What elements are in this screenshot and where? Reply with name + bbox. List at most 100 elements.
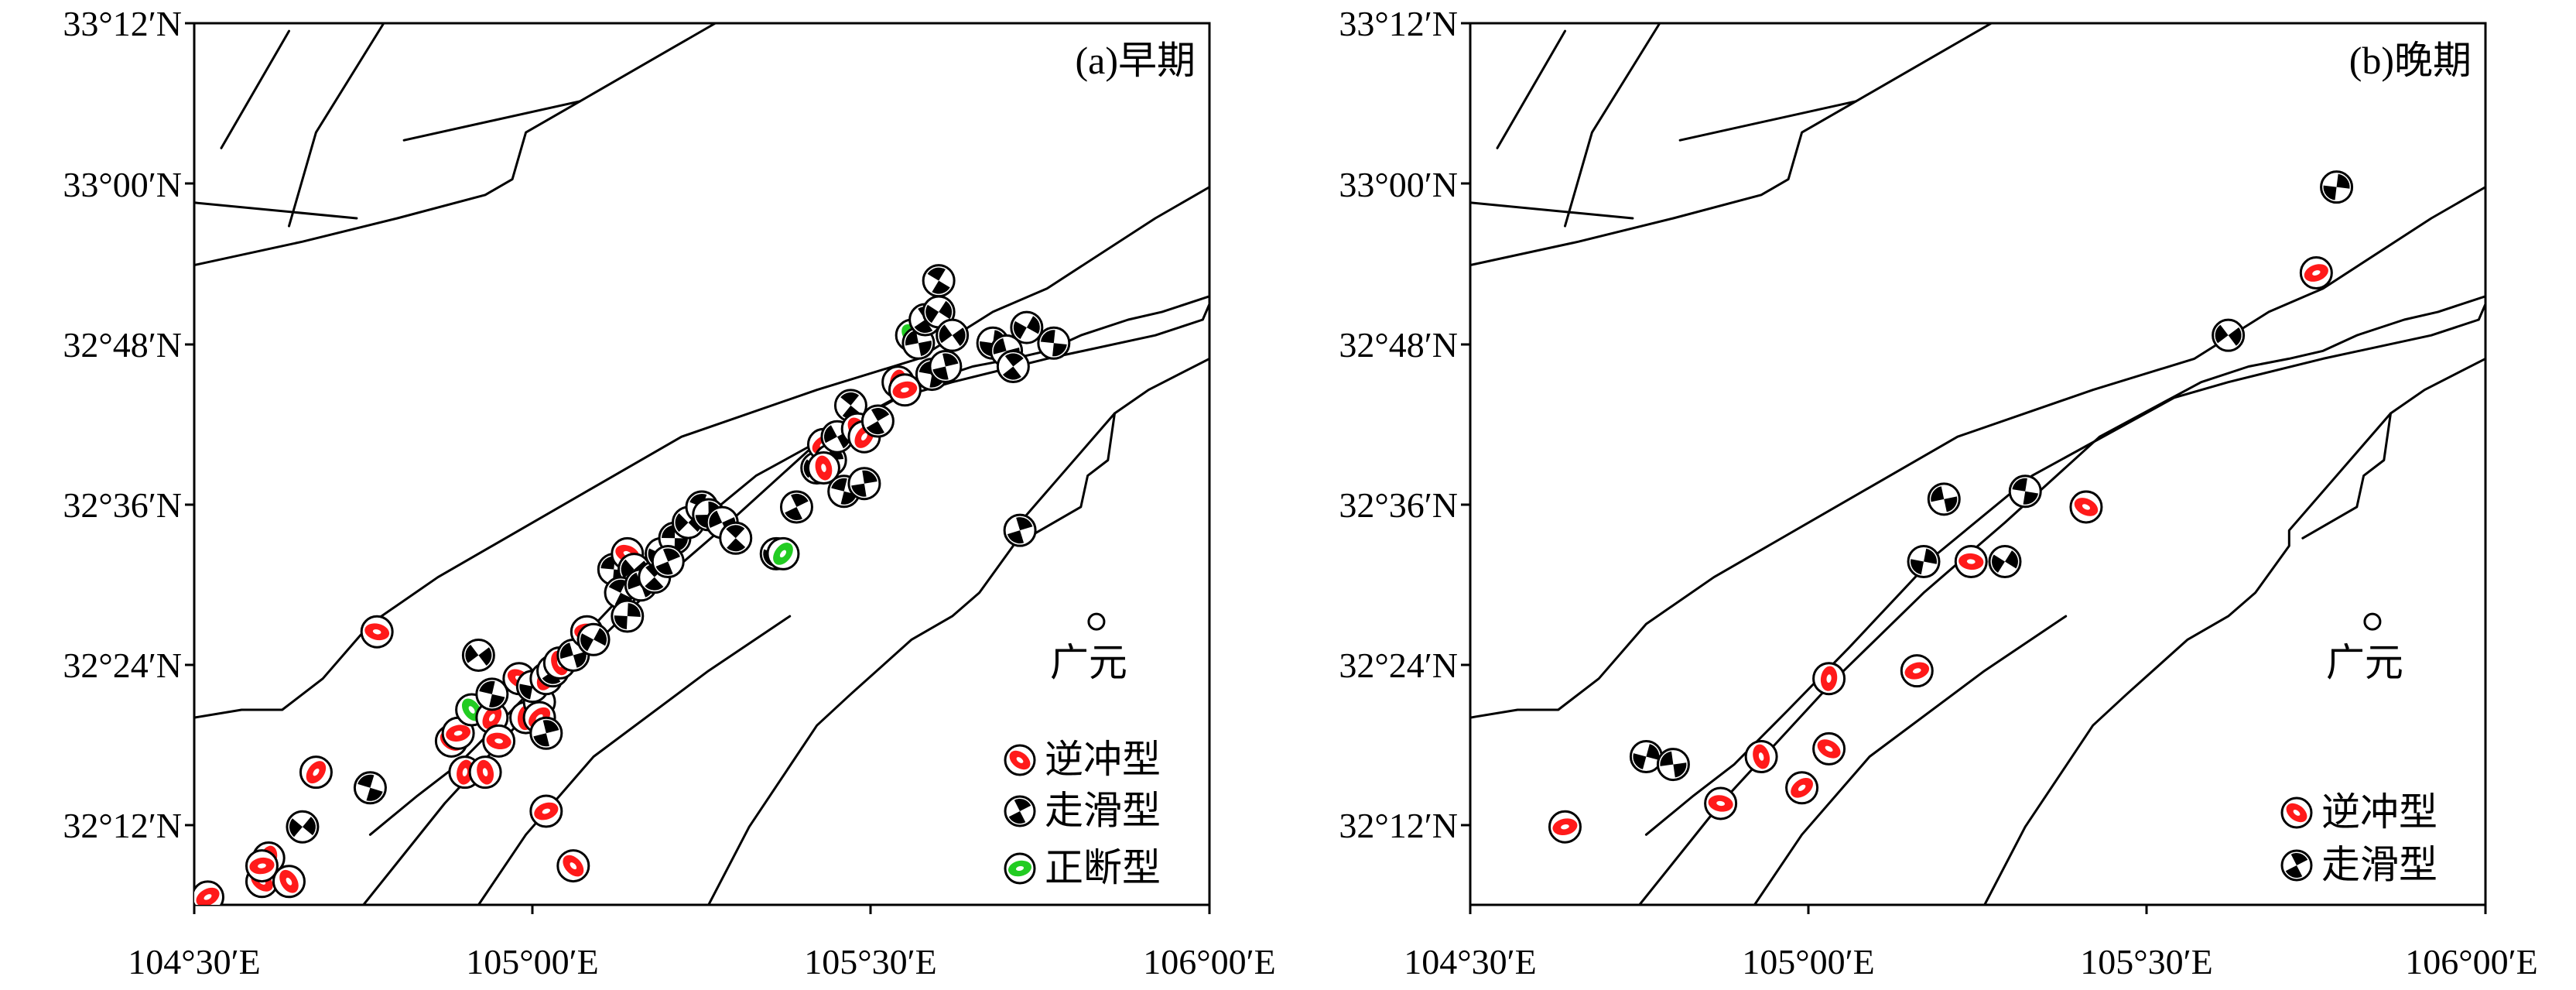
- legend-beachball-thrust: [1004, 744, 1036, 776]
- fault-line: [1025, 412, 1116, 540]
- lon-tick-label: 106°00′E: [2405, 942, 2538, 981]
- latitude-axis: 33°12′N 33°00′N 32°48′N 32°36′N 32°24′N …: [63, 4, 182, 845]
- longitude-axis: 104°30′E 105°00′E 105°30′E 106°00′E: [1404, 942, 2538, 981]
- city-marker: 广元: [2326, 612, 2403, 685]
- lon-tick-label: 105°00′E: [466, 942, 599, 981]
- focal-mechanism-thrust: [299, 755, 333, 790]
- focal-mechanism-strike: [475, 677, 509, 711]
- focal-mechanism-thrust: [1704, 786, 1738, 820]
- focal-mechanism-strike: [2212, 318, 2246, 352]
- focal-mechanism-thrust: [482, 724, 516, 758]
- fault-line: [1638, 295, 2485, 905]
- focal-mechanism-strike: [651, 544, 685, 578]
- legend-item-thrust: 逆冲型: [2280, 790, 2437, 834]
- focal-mechanism-strike: [529, 716, 563, 750]
- focal-mechanism-thrust: [1744, 739, 1778, 773]
- panel-label: (a)早期: [1076, 39, 1196, 82]
- focal-mechanism-thrust: [468, 755, 502, 790]
- latitude-axis: 33°12′N 33°00′N 32°48′N 32°36′N 32°24′N …: [1339, 4, 1458, 845]
- focal-mechanism-strike: [1927, 482, 1961, 516]
- legend-beachball-strike: [2280, 849, 2313, 882]
- focal-mechanism-strike: [2008, 474, 2042, 509]
- focal-mechanism-strike: [922, 295, 956, 329]
- lon-tick-label: 106°00′E: [1143, 942, 1276, 981]
- legend: 逆冲型 走滑型: [2280, 790, 2437, 887]
- lat-tick-label: 32°48′N: [63, 325, 182, 365]
- lon-tick-label: 105°30′E: [2080, 942, 2213, 981]
- lat-tick-label: 33°12′N: [63, 4, 182, 43]
- focal-mechanism-strike: [1988, 544, 2022, 578]
- focal-mechanism-thrust: [2299, 256, 2333, 290]
- fault-line: [288, 23, 385, 228]
- city-label: 广元: [1050, 640, 1127, 685]
- legend-label-strike-slip: 走滑型: [1045, 788, 1161, 833]
- focal-mechanism-thrust: [194, 880, 224, 905]
- legend-item-strike-slip: 走滑型: [2280, 842, 2437, 887]
- legend-symbol-thrust: [2280, 796, 2313, 829]
- focal-mechanism-strike: [996, 350, 1030, 384]
- legend-label-normal: 正断型: [1045, 845, 1161, 890]
- focal-mechanism-thrust: [272, 865, 306, 899]
- legend-symbol-strike: [2280, 849, 2313, 882]
- lat-tick-label: 32°24′N: [63, 646, 182, 685]
- legend-item-thrust: 逆冲型: [1004, 737, 1161, 782]
- focal-mechanism-thrust: [2069, 490, 2103, 524]
- lon-tick-label: 104°30′E: [1404, 942, 1537, 981]
- fault-line: [194, 23, 717, 266]
- panel-label: (b)晚期: [2349, 39, 2472, 82]
- fault-line: [1496, 29, 1566, 149]
- focal-mechanism-strike: [1003, 513, 1037, 547]
- legend-beachball-strike: [1004, 795, 1036, 827]
- fault-lines: [1470, 23, 2485, 905]
- focal-mechanism-strike: [461, 638, 495, 672]
- lon-tick-label: 105°30′E: [804, 942, 937, 981]
- focal-mechanism-strike: [611, 599, 645, 633]
- focal-mechanism-strike: [1907, 544, 1941, 578]
- fault-line: [1678, 100, 1858, 142]
- focal-mechanism-thrust: [360, 615, 394, 649]
- focal-mechanism-strike: [719, 521, 753, 555]
- lat-tick-label: 32°12′N: [63, 806, 182, 845]
- legend-symbol-normal: [1004, 852, 1036, 885]
- focal-mechanism-strike: [922, 264, 956, 298]
- focal-mechanism-strike: [1010, 310, 1044, 344]
- fault-line: [1470, 201, 1634, 220]
- lat-tick-label: 33°00′N: [63, 165, 182, 204]
- legend-label-strike-slip: 走滑型: [2321, 842, 2437, 887]
- focal-mechanism-thrust: [1954, 544, 1988, 578]
- panel-early: 广元 (a)早期 逆冲型 走滑型 正断型 33°12′N 33°00′N 32°…: [63, 4, 1275, 981]
- focal-mechanism-thrust: [1812, 731, 1846, 766]
- focal-mechanism-thrust: [441, 716, 475, 750]
- focal-mechanism-strike: [929, 350, 963, 384]
- city-dot: [1087, 612, 1106, 631]
- focal-mechanism-strike: [1037, 326, 1071, 360]
- legend-item-strike-slip: 走滑型: [1004, 788, 1161, 833]
- legend-item-normal: 正断型: [1004, 845, 1161, 890]
- focal-mechanisms: [194, 264, 1071, 905]
- focal-mechanism-thrust: [806, 451, 840, 485]
- focal-mechanism-strike: [1629, 739, 1663, 773]
- panel-late: 广元 (b)晚期 逆冲型 走滑型 33°12′N 33°00′N 32°48′N…: [1339, 4, 2537, 981]
- focal-mechanism-thrust: [1900, 654, 1934, 688]
- fault-line: [1644, 303, 2485, 836]
- focal-mechanism-thrust: [529, 794, 563, 828]
- city-marker: 广元: [1050, 612, 1127, 685]
- focal-mechanism-strike: [2320, 170, 2354, 204]
- legend-symbol-thrust: [1004, 744, 1036, 776]
- map-frame: [1469, 22, 2487, 906]
- focal-mechanism-strike: [860, 404, 895, 438]
- focal-mechanism-strike: [901, 326, 936, 360]
- fault-line: [194, 201, 358, 220]
- fault-line: [2301, 412, 2392, 540]
- legend-beachball-thrust: [2280, 796, 2313, 829]
- lat-tick-label: 32°24′N: [1339, 646, 1458, 685]
- focal-mechanism-thrust: [1548, 810, 1582, 844]
- focal-mechanism-thrust: [1785, 771, 1819, 805]
- fault-line: [1753, 615, 2068, 905]
- focal-mechanism-thrust: [888, 373, 922, 407]
- focal-mechanism-normal: [766, 536, 800, 570]
- focal-mechanism-strike: [353, 771, 387, 805]
- lat-tick-label: 33°00′N: [1339, 165, 1458, 204]
- focal-mechanism-strike: [576, 622, 611, 656]
